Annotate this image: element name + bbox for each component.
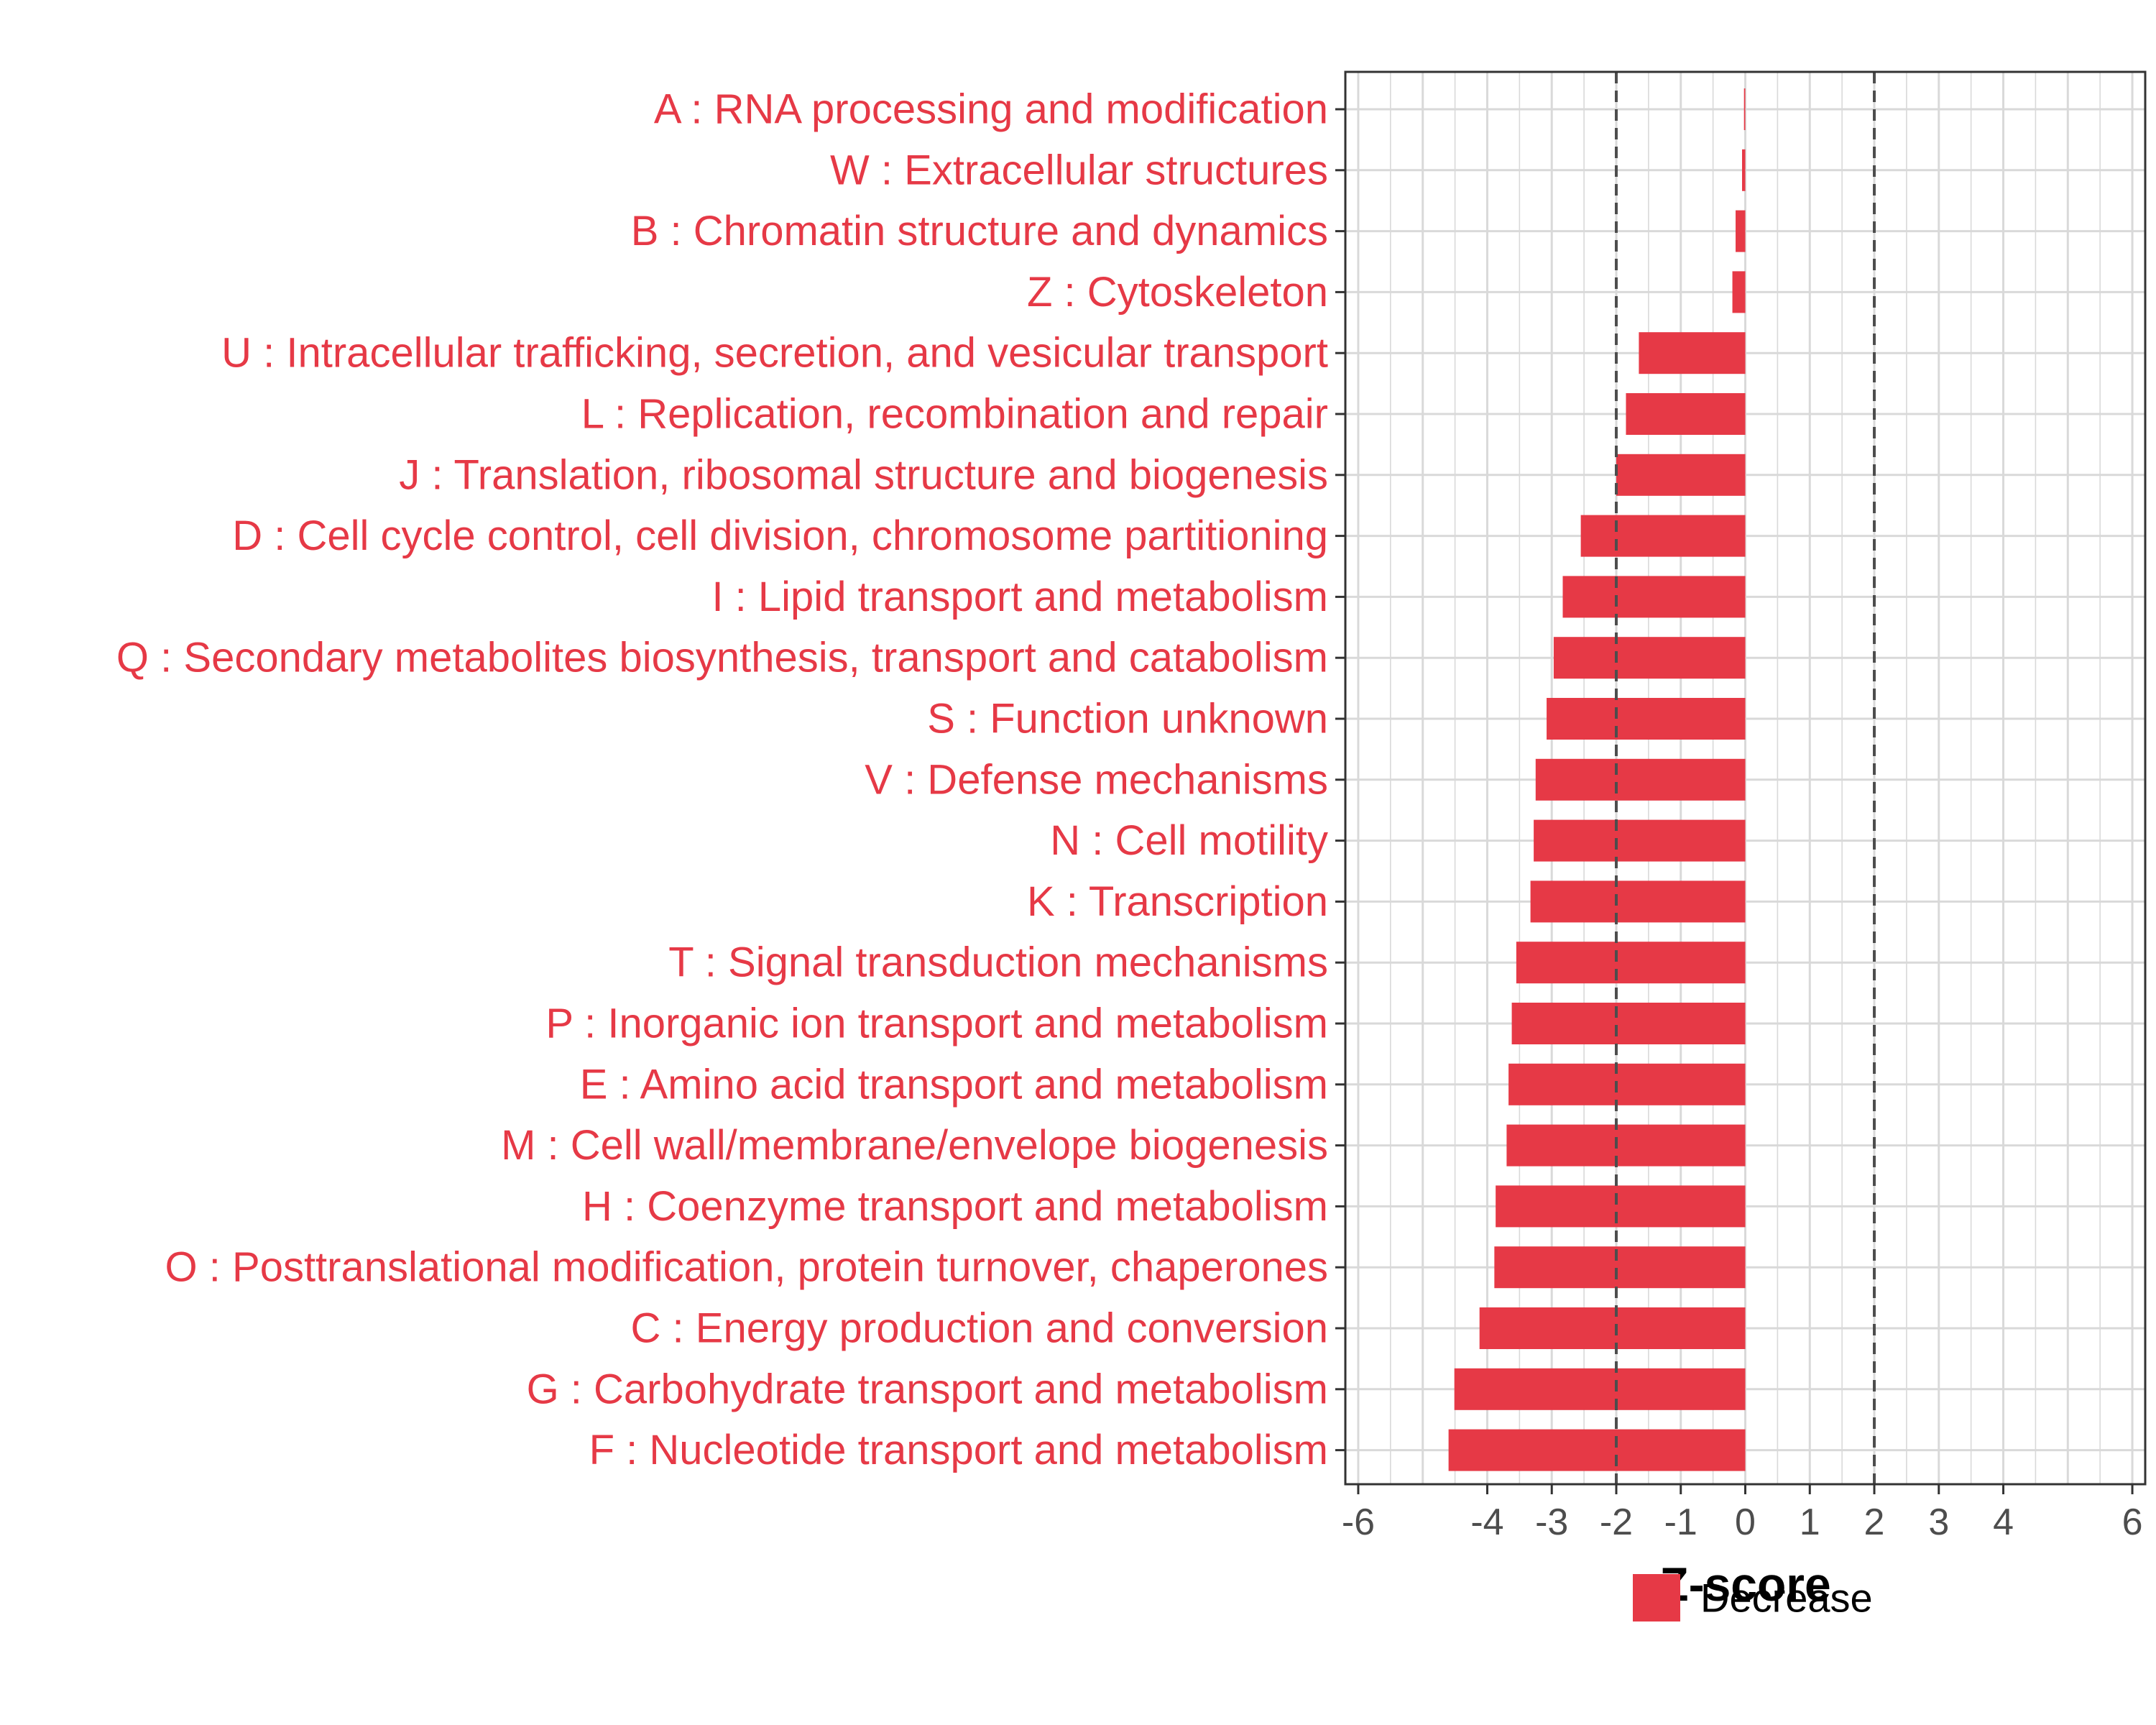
x-tick-label: 1 xyxy=(1800,1501,1820,1543)
bar xyxy=(1743,88,1746,130)
category-label: N : Cell motility xyxy=(1050,817,1328,864)
category-label: M : Cell wall/membrane/envelope biogenes… xyxy=(501,1122,1328,1169)
x-tick-label: -3 xyxy=(1535,1501,1568,1543)
bar xyxy=(1535,758,1746,801)
bar xyxy=(1580,515,1746,557)
bar xyxy=(1479,1307,1746,1349)
x-tick-labels: -6 -4 -3 -2 -1 0 1 2 3 4 6 xyxy=(1342,1501,2143,1543)
bar xyxy=(1639,332,1746,374)
category-label: Q : Secondary metabolites biosynthesis, … xyxy=(116,635,1328,681)
bar xyxy=(1547,698,1746,740)
bar xyxy=(1506,1124,1746,1167)
bar xyxy=(1562,576,1746,618)
bar xyxy=(1534,819,1746,862)
category-label: O : Posttranslational modification, prot… xyxy=(165,1244,1328,1291)
category-label: B : Chromatin structure and dynamics xyxy=(631,208,1328,254)
x-tick-label: -1 xyxy=(1664,1501,1697,1543)
category-label: U : Intracellular trafficking, secretion… xyxy=(221,330,1328,377)
category-label: W : Extracellular structures xyxy=(830,147,1328,193)
bar xyxy=(1454,1368,1746,1410)
legend: Decrease xyxy=(1633,1574,1873,1622)
legend-label-decrease: Decrease xyxy=(1700,1576,1873,1621)
bars xyxy=(1448,88,1746,1471)
bar xyxy=(1736,210,1746,252)
bar xyxy=(1616,454,1746,496)
category-label: L : Replication, recombination and repai… xyxy=(581,391,1328,438)
category-label: I : Lipid transport and metabolism xyxy=(711,574,1328,620)
bar xyxy=(1448,1429,1746,1471)
bar xyxy=(1496,1185,1746,1228)
category-label: G : Carbohydrate transport and metabolis… xyxy=(527,1366,1328,1412)
category-labels: A : RNA processing and modification W : E… xyxy=(116,86,1328,1474)
x-tick-label: 4 xyxy=(1993,1501,2014,1543)
x-tick-label: 3 xyxy=(1928,1501,1949,1543)
category-label: J : Translation, ribosomal structure and… xyxy=(399,451,1328,498)
bar xyxy=(1516,942,1746,984)
bar xyxy=(1732,271,1746,313)
bar xyxy=(1511,1003,1746,1044)
category-label: T : Signal transduction mechanisms xyxy=(668,939,1328,986)
x-tick-label: -4 xyxy=(1470,1501,1503,1543)
axis-ticks xyxy=(1335,108,2134,1494)
category-label: V : Defense mechanisms xyxy=(865,756,1328,803)
bar xyxy=(1553,637,1746,679)
category-label: P : Inorganic ion transport and metaboli… xyxy=(545,1000,1328,1047)
bar xyxy=(1742,149,1746,191)
bar xyxy=(1494,1246,1746,1289)
x-tick-label: -6 xyxy=(1342,1501,1375,1543)
legend-swatch-decrease xyxy=(1633,1574,1680,1622)
x-tick-label: -2 xyxy=(1600,1501,1633,1543)
bar xyxy=(1626,393,1746,435)
x-axis-title: Z-score xyxy=(1659,1558,1830,1611)
x-tick-label: 0 xyxy=(1735,1501,1756,1543)
bar xyxy=(1530,880,1746,923)
reference-lines xyxy=(1614,72,1876,1484)
category-label: Z : Cytoskeleton xyxy=(1027,269,1328,316)
category-label: D : Cell cycle control, cell division, c… xyxy=(232,512,1328,559)
category-label: E : Amino acid transport and metabolism xyxy=(580,1061,1328,1108)
category-label: C : Energy production and conversion xyxy=(631,1305,1328,1352)
category-label: K : Transcription xyxy=(1027,878,1328,925)
x-tick-label: 6 xyxy=(2122,1501,2143,1543)
category-label: A : RNA processing and modification xyxy=(654,86,1328,133)
category-label: S : Function unknown xyxy=(927,696,1328,742)
category-label: H : Coenzyme transport and metabolism xyxy=(582,1183,1328,1230)
x-tick-label: 2 xyxy=(1864,1501,1885,1543)
category-label: F : Nucleotide transport and metabolism xyxy=(589,1427,1328,1473)
bar xyxy=(1508,1063,1746,1105)
